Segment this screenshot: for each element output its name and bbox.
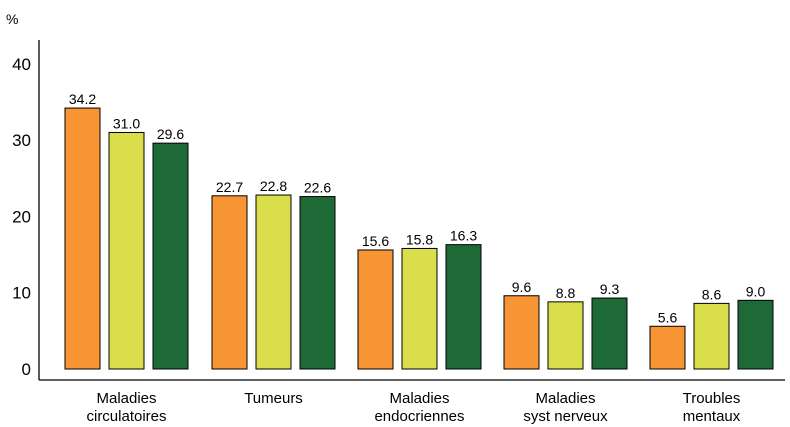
category-label-3-line-2: endocriennes xyxy=(374,408,464,425)
axes: % xyxy=(6,11,785,381)
category-label-2-line-1: Tumeurs xyxy=(244,390,303,407)
bars xyxy=(64,107,774,370)
data-label-2-1: 22.7 xyxy=(216,179,243,195)
data-label-1-1: 34.2 xyxy=(69,91,96,107)
y-tick-label-10: 10 xyxy=(12,284,31,303)
bar-4-3 xyxy=(591,297,628,370)
data-label-4-3: 9.3 xyxy=(600,281,620,297)
bar-2-1 xyxy=(211,195,248,370)
data-label-4-1: 9.6 xyxy=(512,279,532,295)
bar-2-2 xyxy=(255,194,292,370)
y-tick-label-30: 30 xyxy=(12,131,31,150)
data-label-5-1: 5.6 xyxy=(658,309,678,325)
y-axis-unit-label: % xyxy=(6,11,18,27)
data-label-3-2: 15.8 xyxy=(406,231,433,247)
y-tick-labels: 0 10 20 30 40 xyxy=(12,55,31,379)
data-label-1-3: 29.6 xyxy=(157,126,184,142)
bar-1-3 xyxy=(152,142,189,370)
category-label-4-line-2: syst nerveux xyxy=(523,408,608,425)
bar-5-2 xyxy=(693,302,730,370)
bar-4-1 xyxy=(503,295,540,370)
data-labels: 34.2 22.7 15.6 9.6 5.6 31.0 22.8 15.8 8.8 8.6 29.6… xyxy=(69,91,766,325)
bar-5-3 xyxy=(737,299,774,370)
bar-1-1 xyxy=(64,107,101,370)
y-tick-label-0: 0 xyxy=(22,360,31,379)
bar-1-2 xyxy=(108,131,145,370)
data-label-5-3: 9.0 xyxy=(746,283,766,299)
data-label-5-2: 8.6 xyxy=(702,286,722,302)
category-label-1-line-2: circulatoires xyxy=(86,408,166,425)
category-label-5-line-2: mentaux xyxy=(683,408,741,425)
data-label-2-2: 22.8 xyxy=(260,178,287,194)
category-label-4-line-1: Maladies xyxy=(535,390,595,407)
data-label-4-2: 8.8 xyxy=(556,285,576,301)
bar-3-2 xyxy=(401,247,438,370)
bar-5-1 xyxy=(649,325,686,370)
data-label-2-3: 22.6 xyxy=(304,180,331,196)
data-label-3-1: 15.6 xyxy=(362,233,389,249)
category-label-1-line-1: Maladies xyxy=(96,390,156,407)
bar-3-3 xyxy=(445,244,482,370)
bar-3-1 xyxy=(357,249,394,370)
data-label-3-3: 16.3 xyxy=(450,228,477,244)
data-label-1-2: 31.0 xyxy=(113,115,140,131)
category-label-5-line-1: Troubles xyxy=(683,390,741,407)
bar-2-3 xyxy=(299,196,336,370)
y-tick-label-40: 40 xyxy=(12,55,31,74)
bar-4-2 xyxy=(547,301,584,370)
y-tick-label-20: 20 xyxy=(12,207,31,226)
category-label-3-line-1: Maladies xyxy=(389,390,449,407)
